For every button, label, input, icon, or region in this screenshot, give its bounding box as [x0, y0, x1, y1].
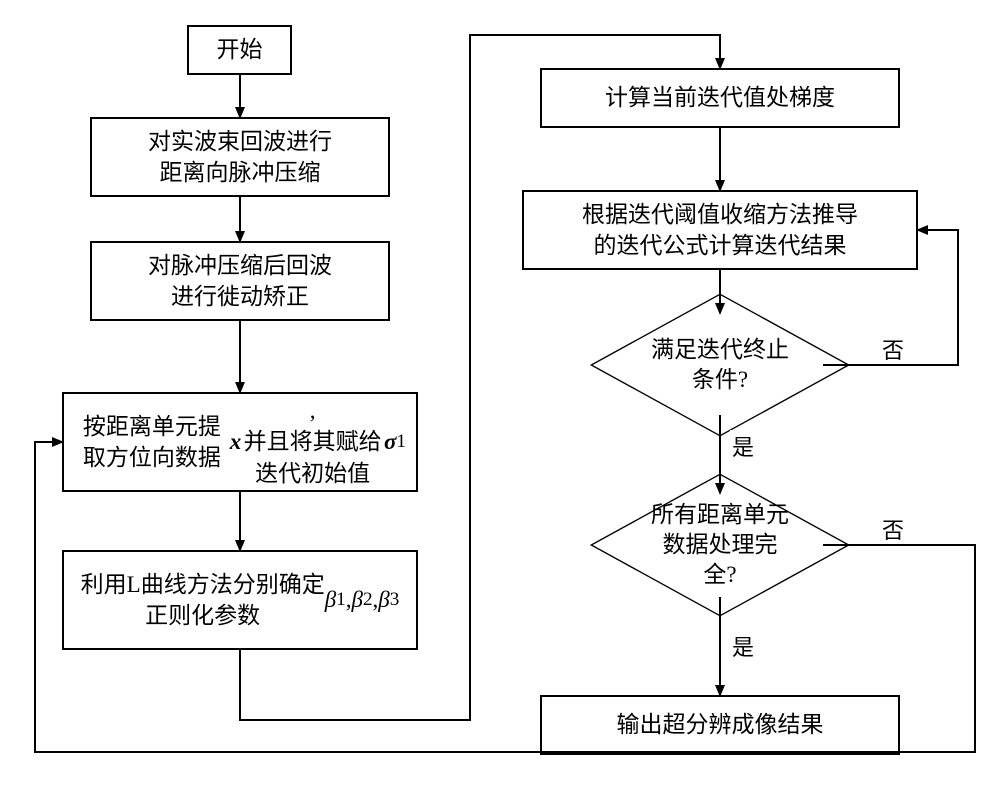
edge-label-d2_no: 否: [880, 513, 906, 545]
edge-label-d2_yes: 是: [730, 630, 756, 662]
node-n4: 利用L曲线方法分别确定正则化参数β1 , β2 , β3: [62, 550, 418, 650]
node-n3: 按距离单元提取方位向数据 x ,并且将其赋给迭代初始值 σ1: [62, 392, 418, 492]
node-n7: 输出超分辨成像结果: [540, 695, 900, 755]
node-n5: 计算当前迭代值处梯度: [540, 68, 900, 128]
flowchart-canvas: 开始对实波束回波进行距离向脉冲压缩对脉冲压缩后回波进行徙动矫正按距离单元提取方位…: [0, 0, 1000, 795]
node-n6: 根据迭代阈值收缩方法推导的迭代公式计算迭代结果: [522, 190, 918, 270]
node-d1: 满足迭代终止条件?: [628, 273, 812, 457]
node-start: 开始: [187, 25, 292, 75]
node-n1: 对实波束回波进行距离向脉冲压缩: [90, 117, 390, 197]
edge-label-d1_no: 否: [880, 333, 906, 365]
node-d2: 所有距离单元数据处理完全?: [628, 453, 812, 637]
node-n2: 对脉冲压缩后回波进行徙动矫正: [90, 241, 390, 321]
edge-label-d1_yes: 是: [730, 430, 756, 462]
